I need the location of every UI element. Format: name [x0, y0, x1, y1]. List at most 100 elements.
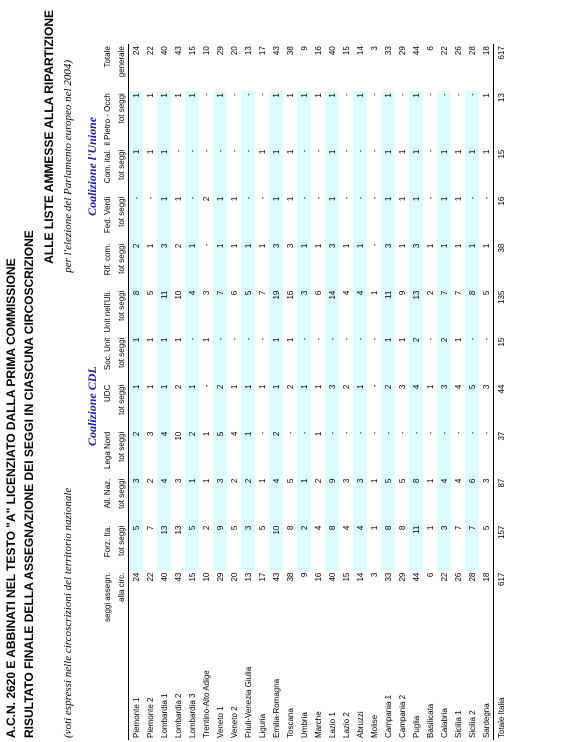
- table-row: Lombardia 1 40 13 4 4 1 1 11 3 1 1 1 40: [157, 40, 171, 740]
- note-left: (voti espressi nelle circoscrizioni del …: [62, 487, 74, 738]
- table-row: Friuli-Venezia Giulia 13 3 2 1 1-5 1- - -13: [241, 40, 255, 740]
- column-subheader: tot seggi: [114, 288, 129, 336]
- cell: 15: [493, 335, 508, 383]
- cell: -: [213, 147, 227, 195]
- column-subheader: generale: [114, 44, 129, 92]
- column-header: Com. ital.: [102, 149, 112, 184]
- cell: 16: [493, 194, 508, 242]
- cell: 3: [285, 243, 295, 249]
- cell: -: [369, 149, 379, 153]
- cell: -: [425, 337, 435, 341]
- row-label: Friuli-Venezia Giulia: [243, 666, 253, 738]
- cell: 1: [145, 243, 155, 249]
- cell: 8: [397, 525, 407, 531]
- cell: -: [325, 429, 339, 477]
- cell: 1: [325, 147, 339, 195]
- cell: 11: [409, 523, 423, 571]
- cell: -: [369, 384, 379, 388]
- cell: 38: [285, 572, 295, 582]
- cell: 5: [257, 525, 267, 531]
- cell: 1: [157, 147, 171, 195]
- column-subheader: tot seggi: [114, 382, 129, 430]
- note-right: per l'elezione del Parlamento europeo ne…: [62, 60, 74, 273]
- column-header: Forz. Ita.: [102, 525, 112, 558]
- cell: 1: [437, 241, 451, 289]
- cell: 13: [243, 572, 253, 582]
- table-row: Marche 16 4 2 1 1 - 6 1 - - 1 16: [311, 40, 325, 740]
- cell: -: [425, 149, 435, 153]
- cell: 3: [145, 431, 155, 437]
- cell: 7: [453, 525, 463, 531]
- row-label: Lazio 2: [341, 712, 351, 738]
- cell: 29: [215, 572, 225, 582]
- cell: -: [341, 431, 351, 435]
- cell: 1: [185, 241, 199, 289]
- cell: 7: [257, 290, 267, 296]
- cell: 1: [201, 337, 211, 343]
- cell: 28: [467, 46, 477, 56]
- cell: 3: [481, 478, 491, 484]
- cell: 1: [409, 91, 423, 148]
- cell: 7: [145, 525, 155, 531]
- cell: -: [425, 431, 435, 435]
- cell: 1: [341, 243, 351, 249]
- cell: 8: [381, 523, 395, 571]
- cell: -: [241, 91, 255, 148]
- cell: 33: [383, 572, 393, 582]
- table-row: Liguria 17 5 1 - 1 - 7 1 - 1 - 17: [255, 40, 269, 740]
- cell: 4: [341, 290, 351, 296]
- cell: 157: [493, 523, 508, 571]
- cell: 1: [285, 337, 295, 343]
- cell: 1: [397, 337, 407, 343]
- cell: 1: [157, 91, 171, 148]
- cell: 17: [257, 46, 267, 56]
- column-header: Unit nell'Uli.: [102, 290, 112, 333]
- cell: 1: [425, 384, 435, 390]
- cell: 19: [269, 288, 283, 336]
- cell: 4: [353, 523, 367, 571]
- group-header: Coalizione CDL: [84, 366, 99, 446]
- cell: 1: [157, 382, 171, 430]
- cell: -: [481, 337, 491, 341]
- cell: 7: [213, 288, 227, 336]
- column-header: il Pietro - Occh: [102, 93, 112, 146]
- cell: -: [437, 91, 451, 148]
- cell: 15: [187, 572, 197, 582]
- cell: 1: [157, 335, 171, 383]
- cell: -: [297, 335, 311, 383]
- cell: 1: [369, 290, 379, 296]
- table-row: Veneto 2 20 5 2 4 1 - 6 1 1 - - 20: [227, 40, 241, 740]
- cell: -: [425, 196, 435, 200]
- cell: 4: [453, 384, 463, 390]
- cell: 2: [128, 429, 143, 477]
- blank: [114, 624, 129, 740]
- cell: -: [425, 93, 435, 96]
- cell: 1: [437, 194, 451, 242]
- cell: 3: [437, 382, 451, 430]
- cell: -: [201, 149, 211, 153]
- cell: -: [229, 337, 239, 341]
- cell: 1: [297, 476, 311, 524]
- cell: 3: [381, 241, 395, 289]
- group-header: Coalizione l'Unione: [84, 116, 99, 216]
- cell: 9: [299, 46, 309, 51]
- column-header: All. Naz.: [102, 478, 112, 509]
- cell: -: [453, 93, 463, 96]
- cell: 2: [128, 241, 143, 289]
- cell: -: [185, 335, 199, 383]
- row-label: Liguria: [257, 713, 267, 738]
- cell: -: [369, 93, 379, 96]
- cell: -: [369, 196, 379, 200]
- cell: 3: [325, 241, 339, 289]
- cell: 1: [128, 335, 143, 383]
- row-label: Sicilia 2: [467, 710, 477, 738]
- cell: 87: [493, 476, 508, 524]
- table-row: Molise 3 1 1 - - - 1 - - - - 3: [367, 40, 381, 740]
- cell: 3: [409, 241, 423, 289]
- cell: 13: [409, 288, 423, 336]
- cell: 33: [383, 46, 393, 56]
- cell: 10: [201, 46, 211, 56]
- column-header: Rif. com.: [102, 243, 112, 276]
- cell: -: [341, 93, 351, 96]
- cell: 13: [243, 46, 253, 56]
